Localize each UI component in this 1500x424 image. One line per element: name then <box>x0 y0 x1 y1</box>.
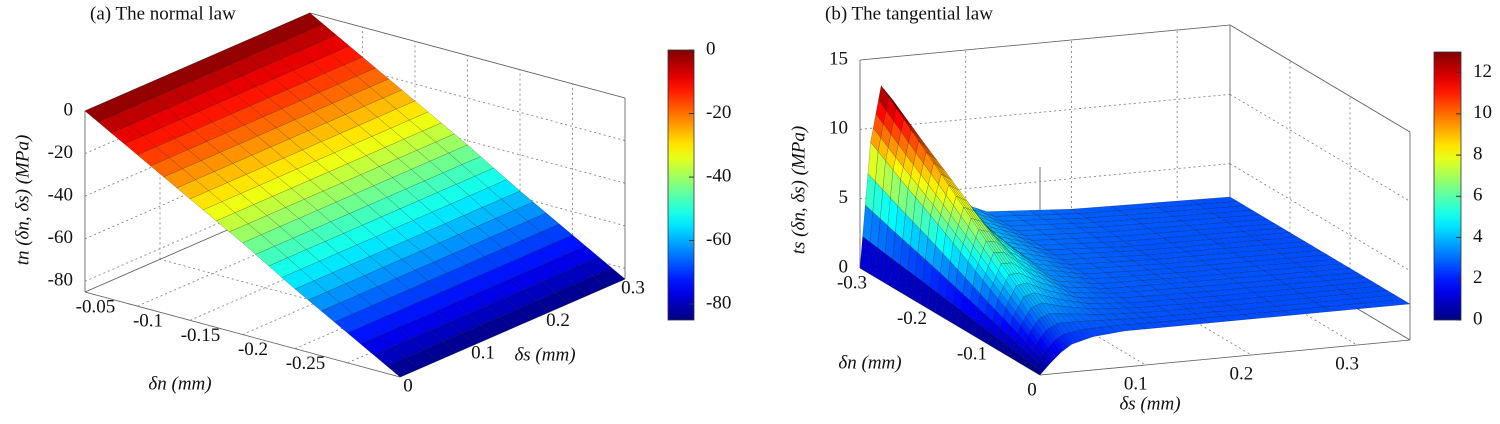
colorbar-tick-label: -20 <box>706 102 731 123</box>
grid-line <box>1229 93 1411 202</box>
grid-line <box>137 207 363 307</box>
surface-patch <box>1362 299 1411 308</box>
z-tick-label: 5 <box>839 187 849 208</box>
surface-patch <box>1079 328 1094 339</box>
surface-patch <box>1063 332 1078 345</box>
surface-patch <box>1045 346 1057 361</box>
surface-patch <box>1322 302 1372 312</box>
y-tick-label: 0.1 <box>471 343 495 364</box>
colorbar-tick-label: 12 <box>1473 61 1492 82</box>
z-tick-label: 15 <box>829 48 848 69</box>
colorbar-tick-label: 2 <box>1473 267 1483 288</box>
colorbar-tick-label: 4 <box>1473 226 1483 247</box>
surface-patch <box>1050 340 1062 356</box>
surface-patch <box>1084 327 1102 337</box>
grid-line <box>294 250 521 350</box>
grid-line <box>859 93 1231 130</box>
z-axis-title: tn (δn, δs) (MPa) <box>12 135 33 266</box>
colorbar-tick-label: 8 <box>1473 143 1483 164</box>
z-tick-label: 0 <box>64 99 74 120</box>
y-tick-label: 0.2 <box>546 310 570 331</box>
y-tick-label: 0.1 <box>1124 373 1148 394</box>
surface-patch <box>1282 306 1332 316</box>
surface-patch <box>1032 365 1044 376</box>
y-tick-label: 0.2 <box>1230 363 1254 384</box>
y-axis-title: δs (mm) <box>1119 393 1180 414</box>
surface-patch <box>1148 321 1168 329</box>
x-tick-label: -0.3 <box>837 272 867 293</box>
colorbar <box>667 49 695 321</box>
colorbar-tick-label: 10 <box>1473 102 1492 123</box>
panel: -80 -60 -40 -20 0 -0.25 -0.2 -0.15 -0.1 -0.05 0 0.1… <box>12 3 731 396</box>
grid-line <box>189 221 416 321</box>
colorbar-tick-label: 6 <box>1473 185 1483 206</box>
surface-patch <box>573 275 607 296</box>
z-tick-label: -40 <box>48 185 73 206</box>
surface-patch <box>405 349 438 370</box>
y-tick-label: 0.3 <box>1335 353 1359 374</box>
panel-title: (b) The tangential law <box>825 3 993 24</box>
x-tick-label: -0.1 <box>133 311 163 332</box>
grid-line <box>84 140 311 240</box>
surface-patch <box>1034 361 1046 373</box>
box-edge <box>1229 24 1411 133</box>
colorbar-tick-label: 0 <box>1473 308 1483 329</box>
colorbar-tick-label: 0 <box>706 38 716 59</box>
x-tick-label: -0.25 <box>286 353 326 374</box>
z-tick-label: 10 <box>829 118 848 139</box>
grid-line <box>859 24 1231 61</box>
grid-line <box>1039 339 1411 376</box>
colorbar-tick-label: -60 <box>706 229 731 250</box>
surface-patch <box>1243 310 1292 320</box>
x-axis-title: δn (mm) <box>148 373 211 394</box>
surface-patch <box>386 357 420 378</box>
surface-patch <box>1048 343 1059 358</box>
surface-patch <box>461 324 495 345</box>
z-tick-label: -20 <box>48 142 73 163</box>
grid-line <box>84 291 401 378</box>
x-tick-label: -0.1 <box>957 344 987 365</box>
grid-line <box>242 236 468 335</box>
x-tick-label: 0 <box>1027 379 1037 400</box>
x-tick-label: -0.15 <box>181 325 221 346</box>
surface-patch <box>1055 337 1067 351</box>
z-axis-title: ts (δn, δs) (MPa) <box>788 126 809 254</box>
surface-patch <box>517 300 551 321</box>
x-axis-title: δn (mm) <box>838 352 901 373</box>
colorbar-tick-label: -80 <box>706 292 731 313</box>
y-tick-label: 0 <box>403 375 413 396</box>
colorbar-tick-label: -40 <box>706 165 731 186</box>
z-tick-label: -80 <box>48 270 73 291</box>
y-axis-title: δs (mm) <box>514 344 575 365</box>
grid-line <box>84 182 311 282</box>
grid-line <box>159 258 476 345</box>
grid-line <box>309 12 626 99</box>
colorbar <box>1433 51 1462 321</box>
surface-patch <box>1179 318 1210 326</box>
z-tick-label: 0 <box>839 256 849 277</box>
x-tick-label: -0.05 <box>76 297 116 318</box>
panel: 0 5 10 15 -0.3 -0.2 -0.1 0 0.1 0.2 0.3 (b) The tang… <box>788 3 1492 414</box>
surface-patch <box>1137 322 1158 330</box>
surface-patch <box>1037 357 1049 370</box>
surface-patch <box>1069 331 1083 343</box>
panel-title: (a) The normal law <box>90 3 236 24</box>
y-tick-label: 0.3 <box>621 277 645 298</box>
x-tick-label: -0.2 <box>238 339 268 360</box>
grid-line <box>84 97 311 197</box>
z-tick-label: -60 <box>48 227 73 248</box>
x-tick-label: -0.2 <box>897 308 927 329</box>
